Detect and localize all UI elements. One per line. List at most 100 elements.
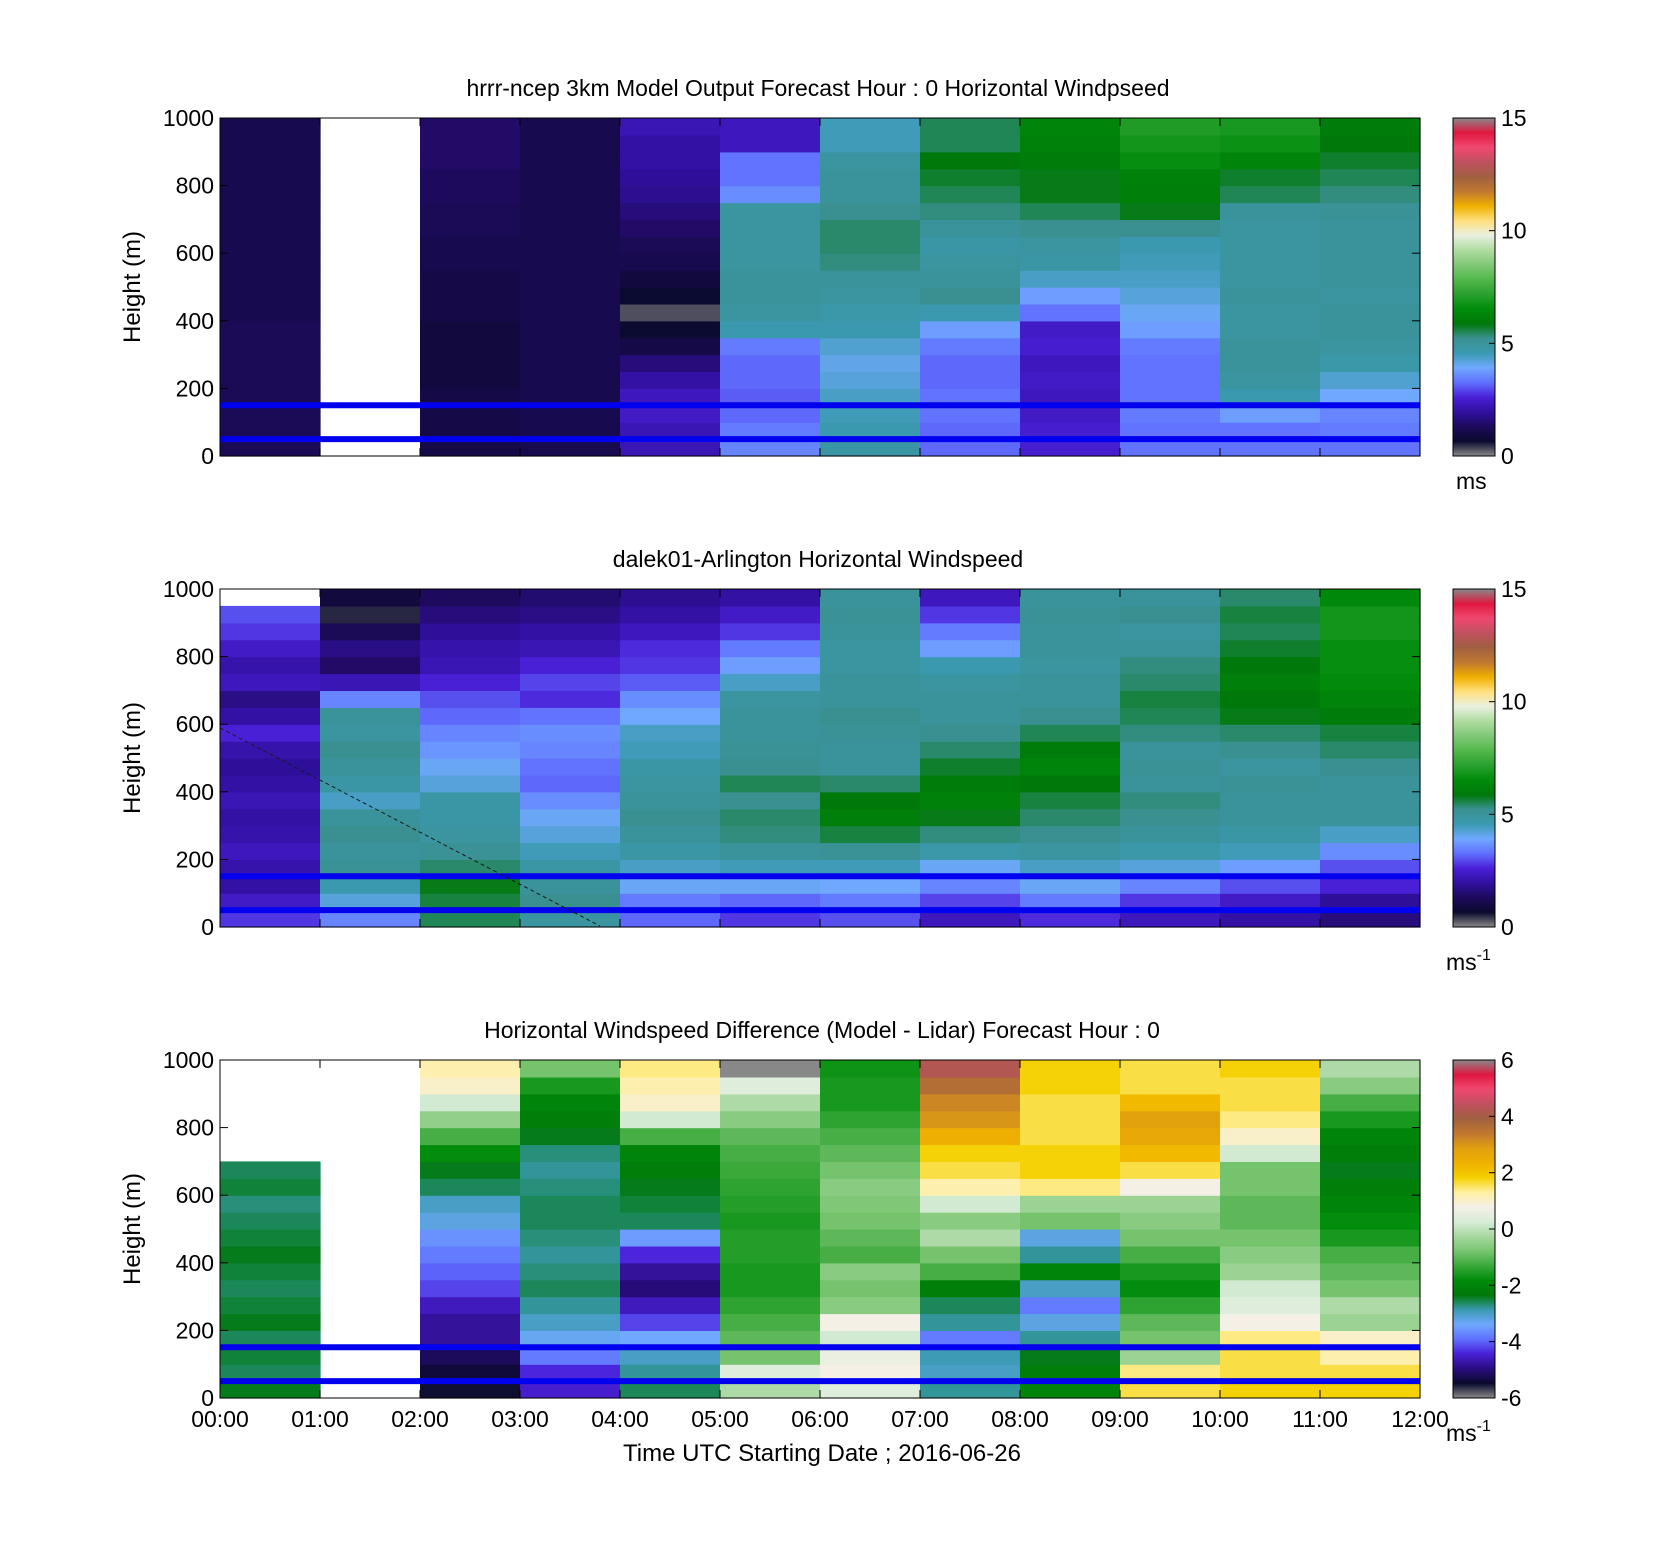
heatmap-cell: [420, 876, 521, 894]
heatmap-cell: [820, 808, 921, 827]
heatmap-cell: [220, 1381, 321, 1399]
heatmap-cell: [1020, 758, 1121, 776]
heatmap-cell: [1020, 405, 1121, 423]
heatmap-cell: [520, 1212, 621, 1230]
heatmap-cell: [520, 724, 621, 742]
heatmap-cell: [720, 1245, 821, 1264]
x-tick-label: 02:00: [391, 1406, 449, 1432]
heatmap-cell: [920, 1381, 1021, 1399]
heatmap-cell: [1020, 1178, 1121, 1196]
heatmap-cell: [820, 910, 921, 928]
heatmap-cell: [1320, 388, 1421, 406]
heatmap-cell: [1320, 371, 1421, 389]
colorbar-unit: ms: [1456, 468, 1487, 494]
heatmap-cell: [620, 910, 721, 928]
heatmap-cell: [420, 371, 521, 389]
y-axis: 0 200 400 600 800 1000: [163, 576, 1420, 940]
heatmap-cell: [620, 253, 721, 271]
heatmap-cell: [1320, 1296, 1421, 1315]
heatmap-cell: [1220, 1364, 1321, 1382]
heatmap-cell: [1120, 422, 1221, 440]
heatmap-cell: [1020, 774, 1121, 793]
heatmap-cell: [920, 791, 1021, 810]
heatmap-cell: [220, 270, 321, 288]
heatmap-cell: [520, 1381, 621, 1399]
heatmap-cell: [1020, 741, 1121, 759]
colorbar-unit: ms-1: [1446, 947, 1491, 975]
heatmap-cell: [1120, 270, 1221, 288]
heatmap-cell: [420, 1330, 521, 1348]
heatmap-cell: [820, 354, 921, 373]
heatmap-cell: [720, 1279, 821, 1298]
heatmap-cell: [1220, 1144, 1321, 1162]
heatmap-cell: [920, 1144, 1021, 1162]
heatmap-cell: [520, 1347, 621, 1365]
colorbar-ticks: 0 5 10 15: [1489, 105, 1527, 469]
heatmap-cell: [1120, 405, 1221, 423]
heatmap-cell: [1120, 1212, 1221, 1230]
heatmap-cell: [620, 707, 721, 725]
heatmap-cell: [920, 1262, 1021, 1281]
heatmap-cell: [420, 118, 521, 136]
colorbar-tick-label: 15: [1501, 105, 1527, 131]
heatmap-cell: [620, 388, 721, 406]
heatmap-cell: [1020, 151, 1121, 170]
heatmap-cell: [1220, 354, 1321, 373]
heatmap-cell: [620, 168, 721, 187]
heatmap-cell: [820, 1144, 921, 1162]
heatmap-cell: [520, 168, 621, 187]
heatmap-cell: [720, 741, 821, 759]
x-tick-label: 12:00: [1391, 1406, 1449, 1432]
heatmap-cell: [820, 1195, 921, 1213]
heatmap-cell: [1320, 707, 1421, 725]
heatmap-cell: [1220, 707, 1321, 725]
y-axis-label: Height (m): [119, 702, 146, 814]
heatmap-cell: [620, 1060, 721, 1078]
heatmap-cell: [1220, 388, 1321, 406]
heatmap-cell: [520, 1330, 621, 1348]
heatmap-cell: [1120, 656, 1221, 675]
heatmap-cell: [820, 1212, 921, 1230]
heatmap-cell: [1120, 893, 1221, 911]
heatmap-cell: [520, 1076, 621, 1095]
heatmap-cell: [720, 1178, 821, 1196]
heatmap-cell: [1220, 758, 1321, 776]
heatmap-cell: [1020, 1144, 1121, 1162]
heatmap-cell: [1020, 589, 1121, 607]
heatmap-cell: [1320, 605, 1421, 624]
heatmap-cell: [520, 825, 621, 844]
heatmap-cell: [820, 1178, 921, 1196]
heatmap-cell: [820, 1245, 921, 1264]
heatmap-cell: [420, 1296, 521, 1315]
heatmap-cell: [420, 134, 521, 153]
x-tick-label: 06:00: [791, 1406, 849, 1432]
colorbar-tick-label: 5: [1501, 330, 1514, 356]
x-tick-label: 01:00: [291, 1406, 349, 1432]
heatmap-cell: [420, 270, 521, 288]
heatmap-cell: [1220, 405, 1321, 423]
heatmap-cell: [920, 236, 1021, 254]
colorbar-tick-label: 15: [1501, 576, 1527, 602]
heatmap-cell: [1220, 253, 1321, 271]
heatmap-cell: [520, 622, 621, 641]
heatmap-cell: [220, 371, 321, 389]
heatmap-cell: [420, 741, 521, 759]
heatmap-cell: [220, 1279, 321, 1298]
heatmap-cell: [1120, 707, 1221, 725]
y-tick-label: 200: [176, 1317, 214, 1343]
heatmap-cell: [620, 656, 721, 675]
heatmap-cell: [920, 1195, 1021, 1213]
heatmap-cell: [620, 622, 721, 641]
heatmap-cell: [1120, 151, 1221, 170]
heatmap-cell: [920, 303, 1021, 322]
heatmap-cell: [620, 422, 721, 440]
heatmap-cell: [520, 774, 621, 793]
x-tick-label: 08:00: [991, 1406, 1049, 1432]
heatmap-cell: [1320, 1313, 1421, 1331]
heatmap-cell: [1220, 185, 1321, 204]
heatmap-cell: [720, 185, 821, 204]
heatmap-cell: [820, 1161, 921, 1179]
heatmap-cell: [820, 439, 921, 457]
heatmap-cell: [620, 1245, 721, 1264]
heatmap-cell: [320, 825, 421, 844]
